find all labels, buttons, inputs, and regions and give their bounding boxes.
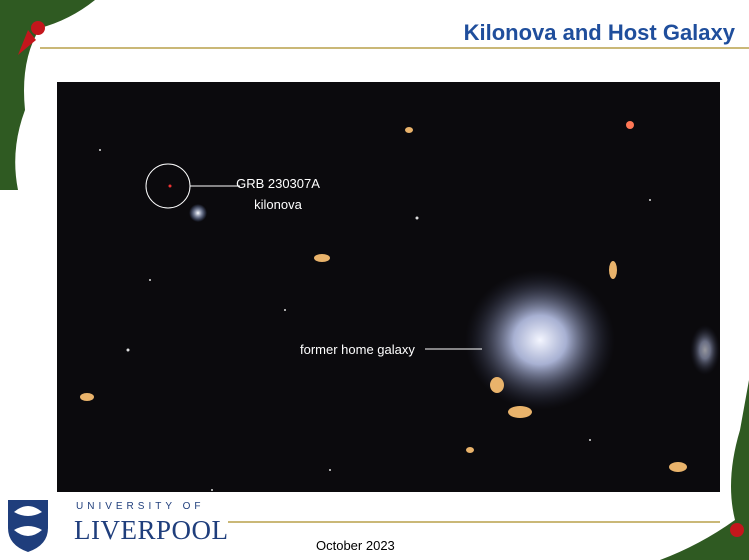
annotation: former home galaxy: [300, 342, 415, 357]
galaxy: [465, 270, 615, 410]
kilonova: [169, 185, 172, 188]
galaxy-small: [690, 325, 720, 375]
star: [626, 121, 634, 129]
slide: GRB 230307A kilonova former home galaxy …: [0, 0, 749, 560]
university-label: UNIVERSITY OF: [76, 501, 205, 512]
university-name: LIVERPOOL: [74, 515, 229, 546]
crest: [8, 500, 48, 552]
space-image: [57, 82, 720, 492]
annotation: kilonova: [254, 197, 302, 212]
decorations: GRB 230307A kilonova former home galaxy: [0, 0, 749, 560]
annotation: GRB 230307A: [236, 176, 320, 191]
slide-title: Kilonova and Host Galaxy: [464, 20, 735, 46]
footer-date: October 2023: [316, 538, 395, 553]
star: [189, 204, 207, 222]
